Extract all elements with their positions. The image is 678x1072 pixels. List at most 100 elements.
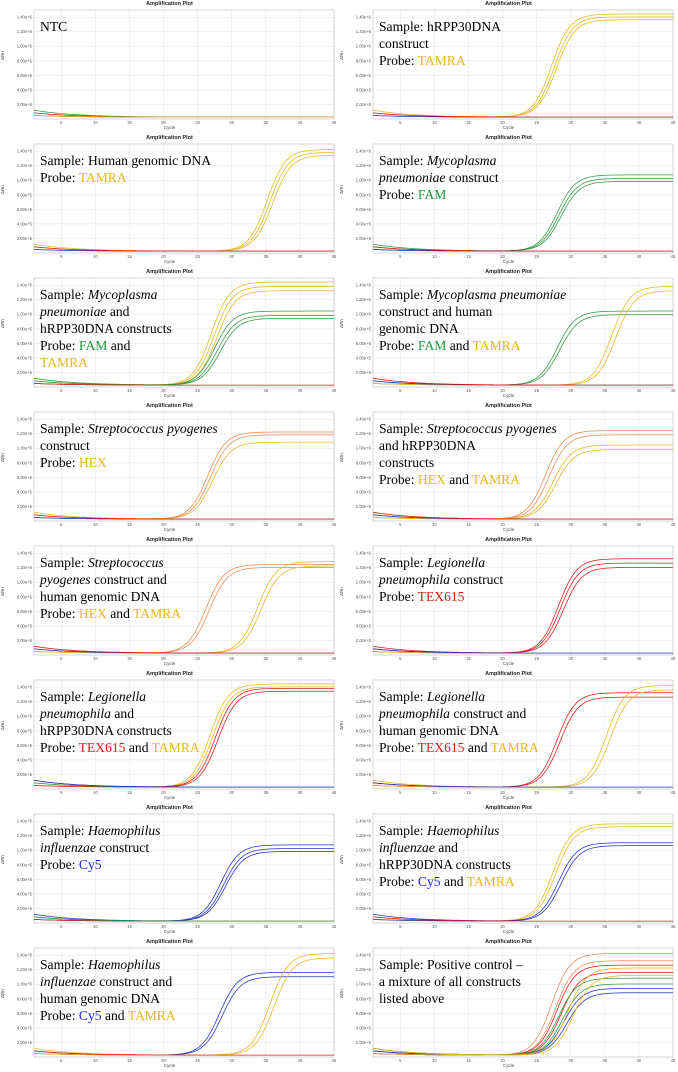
x-tick-label: 5 — [60, 120, 63, 125]
x-tick-label: 35 — [602, 924, 607, 929]
x-tick-label: 5 — [399, 254, 402, 259]
series-line — [372, 953, 673, 1056]
x-axis-title: Cycle — [502, 1063, 515, 1068]
series-line — [33, 431, 334, 520]
y-tick-label: 8.00e+5 — [356, 460, 372, 465]
y-tick-label: 6.00e+5 — [356, 475, 372, 480]
x-tick-label: 10 — [432, 656, 437, 661]
series-line — [33, 564, 334, 654]
x-tick-label: 15 — [127, 1058, 132, 1063]
x-tick-label: 20 — [161, 790, 166, 795]
x-tick-label: 45 — [671, 924, 676, 929]
x-tick-label: 25 — [534, 1058, 539, 1063]
x-tick-label: 35 — [263, 790, 268, 795]
y-tick-label: 2.00e+5 — [17, 102, 33, 107]
x-tick-label: 35 — [263, 656, 268, 661]
series-line — [372, 826, 673, 922]
x-tick-label: 20 — [500, 388, 505, 393]
series-line — [33, 561, 335, 654]
y-tick-label: 1.20e+6 — [356, 833, 372, 838]
y-tick-label: 6.00e+5 — [356, 743, 372, 748]
y-tick-label: 1.40e+6 — [356, 551, 372, 556]
y-axis-title: ΔRn — [0, 453, 5, 462]
y-tick-label: 1.20e+6 — [356, 29, 372, 34]
y-tick-label: 2.00e+5 — [356, 1040, 372, 1045]
x-tick-label: 5 — [399, 120, 402, 125]
y-tick-label: 1.20e+6 — [17, 967, 33, 972]
y-tick-label: 8.00e+5 — [356, 192, 372, 197]
x-tick-label: 35 — [263, 522, 268, 527]
x-tick-label: 20 — [500, 924, 505, 929]
x-tick-label: 20 — [500, 522, 505, 527]
x-tick-label: 5 — [60, 1058, 63, 1063]
plot-frame — [33, 9, 335, 120]
series-line — [33, 565, 335, 654]
x-tick-label: 25 — [534, 924, 539, 929]
plot-svg: 5 10 15 20 25 30 35 40 45 2.00e+5 4.00e+5 6.00e+5 8.… — [356, 411, 676, 527]
x-tick-label: 15 — [127, 120, 132, 125]
plot-frame — [372, 545, 674, 656]
series-line — [33, 851, 334, 922]
plot-title: Amplification Plot — [146, 403, 193, 409]
plot-frame — [33, 813, 335, 924]
series-line — [372, 511, 673, 520]
y-tick-label: 1.20e+6 — [356, 565, 372, 570]
y-tick-label: 8.00e+5 — [356, 996, 372, 1001]
x-tick-label: 45 — [671, 790, 676, 795]
x-tick-label: 45 — [332, 254, 337, 259]
amplification-plot-panel: 5 10 15 20 25 30 35 40 45 2.00e+5 4.00e+5 6.00e+5 8.… — [0, 804, 339, 938]
plot-title: Amplification Plot — [146, 135, 193, 141]
y-tick-label: 4.00e+5 — [356, 355, 372, 360]
plot-svg: 5 10 15 20 25 30 35 40 45 2.00e+5 4.00e+5 6.00e+5 8.… — [17, 545, 337, 661]
amplification-plot-panel: 5 10 15 20 25 30 35 40 45 2.00e+5 4.00e+5 6.00e+5 8.… — [0, 268, 339, 402]
series-line — [33, 383, 334, 386]
y-tick-label: 6.00e+5 — [17, 341, 33, 346]
x-axis-title: Cycle — [163, 795, 176, 800]
y-tick-label: 1.20e+6 — [356, 431, 372, 436]
x-tick-label: 15 — [466, 790, 471, 795]
x-tick-label: 30 — [229, 120, 234, 125]
amplification-plot-panel: 5 10 15 20 25 30 35 40 45 2.00e+5 4.00e+5 6.00e+5 8.… — [0, 134, 339, 268]
y-tick-label: 1.40e+6 — [356, 819, 372, 824]
plot-frame — [372, 947, 674, 1058]
x-tick-label: 40 — [298, 120, 303, 125]
series-line — [372, 696, 673, 788]
y-axis-title: ΔRn — [0, 587, 5, 596]
plot-frame — [372, 411, 674, 522]
series-line — [33, 310, 334, 386]
x-tick-label: 30 — [568, 1058, 573, 1063]
series-line — [372, 992, 673, 1056]
y-tick-label: 1.00e+6 — [17, 178, 33, 183]
plot-svg: 5 10 15 20 25 30 35 40 45 2.00e+5 4.00e+5 6.00e+5 8.… — [17, 9, 337, 125]
y-tick-label: 4.00e+5 — [17, 891, 33, 896]
y-tick-label: 1.00e+6 — [17, 848, 33, 853]
x-tick-label: 35 — [263, 1058, 268, 1063]
x-tick-label: 30 — [229, 656, 234, 661]
y-tick-label: 4.00e+5 — [356, 757, 372, 762]
y-tick-label: 2.00e+5 — [17, 906, 33, 911]
y-tick-label: 6.00e+5 — [356, 877, 372, 882]
x-tick-label: 20 — [161, 120, 166, 125]
x-tick-label: 30 — [568, 924, 573, 929]
x-tick-label: 15 — [466, 522, 471, 527]
series-line — [372, 685, 674, 788]
series-line — [372, 174, 673, 252]
y-tick-label: 6.00e+5 — [17, 207, 33, 212]
plot-title: Amplification Plot — [485, 269, 532, 275]
y-tick-label: 6.00e+5 — [356, 207, 372, 212]
x-tick-label: 10 — [432, 120, 437, 125]
plot-title: Amplification Plot — [146, 939, 193, 945]
y-tick-label: 1.40e+6 — [356, 953, 372, 958]
y-tick-label: 1.20e+6 — [17, 297, 33, 302]
series-line — [372, 842, 673, 922]
y-tick-label: 8.00e+5 — [356, 326, 372, 331]
series-line — [372, 983, 673, 1056]
x-tick-label: 10 — [93, 254, 98, 259]
series-line — [372, 845, 673, 922]
amplification-plot-panel: 5 10 15 20 25 30 35 40 45 2.00e+5 4.00e+5 6.00e+5 8.… — [0, 536, 339, 670]
y-axis-title: ΔRn — [339, 855, 344, 864]
y-tick-label: 6.00e+5 — [17, 609, 33, 614]
x-tick-label: 30 — [568, 388, 573, 393]
y-tick-label: 4.00e+5 — [356, 891, 372, 896]
